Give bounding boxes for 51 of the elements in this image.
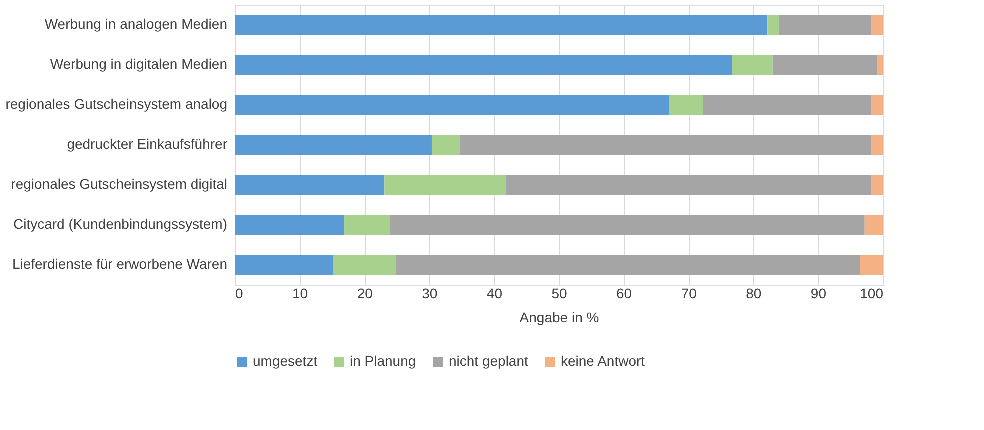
bar <box>732 55 773 75</box>
bar <box>432 135 461 155</box>
legend-label: nicht geplant <box>449 353 529 369</box>
bar <box>772 55 878 75</box>
bar <box>390 215 865 235</box>
y-tick-label: regionales Gutscheinsystem analog <box>6 96 228 112</box>
bar <box>871 15 883 35</box>
bar <box>506 175 872 195</box>
bar <box>860 255 883 275</box>
bar <box>864 215 883 235</box>
y-tick-label: Werbung in analogen Medien <box>44 16 228 32</box>
bar <box>384 175 507 195</box>
bar <box>871 95 883 115</box>
y-tick-label: gedruckter Einkaufsführer <box>67 136 228 152</box>
x-tick-label: 30 <box>422 286 438 302</box>
bar <box>333 255 396 275</box>
y-tick-label: regionales Gutscheinsystem digital <box>11 176 228 192</box>
bar <box>877 55 883 75</box>
legend-label: in Planung <box>350 353 416 369</box>
bar <box>704 95 872 115</box>
bar <box>235 215 345 235</box>
x-tick-label: 70 <box>681 286 698 302</box>
x-tick-label: 100 <box>860 286 884 302</box>
bar <box>871 135 883 155</box>
y-tick-label: Citycard (Kundenbindungssystem) <box>14 216 228 232</box>
x-tick-label: 60 <box>616 286 632 302</box>
bar <box>779 15 872 35</box>
bar <box>235 55 732 75</box>
x-tick-label: 0 <box>236 286 244 302</box>
bar <box>235 255 334 275</box>
bar <box>460 135 872 155</box>
bar <box>235 95 670 115</box>
x-tick-label: 90 <box>810 286 827 302</box>
x-tick-label: 80 <box>746 286 762 302</box>
x-tick-label: 40 <box>486 286 503 302</box>
bar <box>768 15 780 35</box>
bar <box>344 215 391 235</box>
bar <box>669 95 704 115</box>
legend-label: keine Antwort <box>561 353 646 369</box>
bar <box>235 135 432 155</box>
bar <box>235 15 768 35</box>
bar <box>871 175 883 195</box>
legend-label: umgesetzt <box>253 353 318 369</box>
x-axis-title: Angabe in % <box>520 310 600 326</box>
bar <box>235 175 385 195</box>
x-tick-label: 50 <box>552 286 568 302</box>
bar <box>396 255 860 275</box>
x-tick-label: 20 <box>357 286 374 302</box>
x-tick-label: 10 <box>292 286 308 302</box>
y-tick-label: Werbung in digitalen Medien <box>50 56 228 72</box>
y-tick-label: Lieferdienste für erworbene Waren <box>12 256 228 272</box>
